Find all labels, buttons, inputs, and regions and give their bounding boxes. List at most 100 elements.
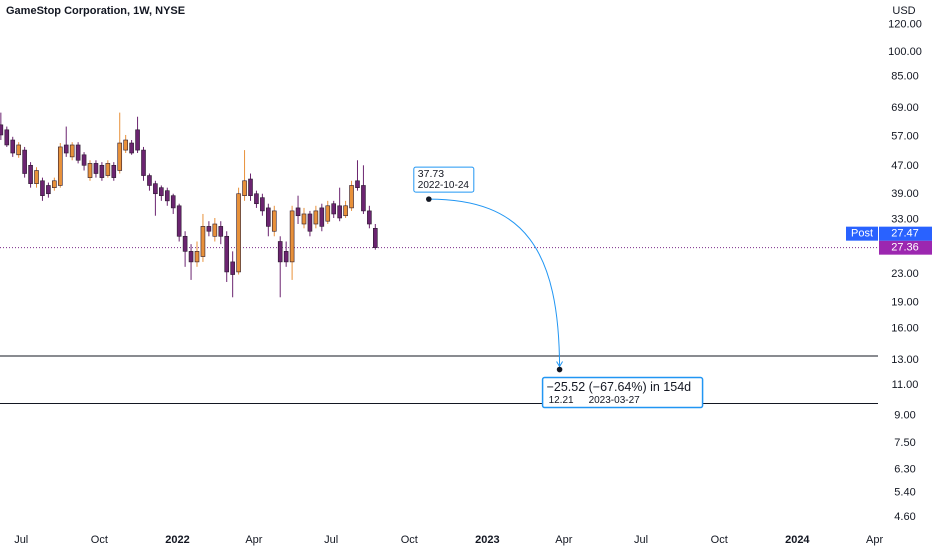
candle-body bbox=[63, 144, 69, 154]
candle-body bbox=[75, 144, 81, 161]
x-tick-label: Oct bbox=[91, 534, 108, 546]
candle-body bbox=[69, 144, 75, 158]
y-tick-label: 4.60 bbox=[894, 511, 915, 523]
start-label-box bbox=[413, 166, 475, 193]
candle-body bbox=[200, 226, 206, 257]
candle-body bbox=[93, 163, 99, 174]
candle-body bbox=[367, 210, 372, 225]
y-tick-label: 100.00 bbox=[888, 46, 922, 58]
candle-body bbox=[123, 139, 128, 151]
x-tick-label: Jul bbox=[324, 534, 338, 546]
y-tick-label: 5.40 bbox=[894, 487, 915, 499]
candle-body bbox=[266, 207, 271, 227]
candle-body bbox=[224, 235, 230, 273]
measure-change: −25.52 (−67.64%) in 154d bbox=[547, 380, 692, 394]
candle-body bbox=[164, 190, 170, 202]
candle-body bbox=[373, 228, 378, 248]
x-tick-label: Apr bbox=[555, 534, 572, 546]
candle-body bbox=[46, 185, 51, 195]
candle-body bbox=[22, 149, 27, 174]
plot-area bbox=[0, 112, 878, 405]
y-tick-label: 69.00 bbox=[891, 102, 919, 114]
candle-body bbox=[212, 223, 218, 237]
candle-body bbox=[34, 170, 39, 184]
x-tick-label: Jul bbox=[14, 534, 28, 546]
y-tick-label: 85.00 bbox=[891, 70, 919, 82]
candle-body bbox=[194, 251, 200, 263]
candle-body bbox=[248, 178, 253, 196]
measure-label-box bbox=[541, 376, 704, 409]
y-tick-label: 39.00 bbox=[891, 188, 919, 200]
candle-body bbox=[129, 142, 134, 154]
candle-body bbox=[40, 180, 45, 196]
y-tick-label: 7.50 bbox=[894, 437, 915, 449]
candle-body bbox=[331, 203, 337, 215]
candle-body bbox=[301, 213, 307, 225]
candle-body bbox=[105, 163, 111, 176]
y-tick-label: 6.30 bbox=[894, 463, 915, 475]
candle-body bbox=[319, 207, 325, 227]
candle-body bbox=[111, 164, 117, 178]
x-tick-label: 2024 bbox=[785, 534, 810, 546]
x-tick-label: 2022 bbox=[165, 534, 189, 546]
post-label: Post bbox=[851, 228, 873, 240]
candle-body bbox=[99, 164, 105, 178]
end-date: 2023-03-27 bbox=[589, 395, 641, 406]
candle-body bbox=[141, 149, 146, 176]
candle-body bbox=[135, 129, 140, 151]
candle-body bbox=[10, 139, 16, 154]
x-tick-label: Apr bbox=[245, 534, 262, 546]
chart-title: GameStop Corporation, 1W, NYSE bbox=[6, 5, 185, 17]
candle-body bbox=[0, 124, 4, 136]
candle-body bbox=[188, 251, 194, 263]
y-tick-label: 57.00 bbox=[891, 131, 919, 143]
candle-body bbox=[87, 163, 93, 178]
measure-arrow bbox=[556, 361, 564, 368]
candle-body bbox=[361, 185, 366, 212]
x-tick-label: Jul bbox=[634, 534, 648, 546]
x-tick-label: 2023 bbox=[475, 534, 499, 546]
y-tick-label: 11.00 bbox=[892, 379, 919, 391]
candle-body bbox=[355, 180, 360, 188]
candle-body bbox=[147, 175, 152, 186]
candle-body bbox=[277, 241, 283, 263]
candle-body bbox=[182, 235, 188, 252]
candle-body bbox=[218, 226, 224, 237]
candle-body bbox=[295, 207, 301, 217]
start-value: 37.73 bbox=[418, 168, 444, 180]
x-tick-label: Apr bbox=[866, 534, 883, 546]
candle-body bbox=[337, 205, 342, 219]
candle-body bbox=[16, 144, 21, 156]
measure-curve bbox=[428, 198, 561, 370]
candle-body bbox=[206, 226, 212, 232]
y-tick-label: 9.00 bbox=[894, 410, 915, 422]
x-tick-label: Oct bbox=[711, 534, 728, 546]
candle-body bbox=[57, 146, 63, 186]
candle-body bbox=[170, 195, 176, 209]
candle-body bbox=[230, 261, 235, 275]
candle-body bbox=[260, 197, 265, 212]
candle-body bbox=[117, 142, 123, 171]
end-value: 12.21 bbox=[549, 395, 574, 406]
post-price-tag bbox=[879, 226, 932, 241]
candle-body bbox=[307, 213, 313, 232]
currency-label: USD bbox=[892, 5, 915, 17]
candle-body bbox=[343, 205, 348, 217]
post-price-label: 27.47 bbox=[891, 228, 919, 240]
candle-body bbox=[28, 164, 33, 184]
y-tick-label: 23.00 bbox=[891, 268, 919, 280]
y-tick-label: 47.00 bbox=[891, 160, 919, 172]
candle-body bbox=[236, 193, 241, 273]
candle-body bbox=[289, 210, 295, 263]
candle-body bbox=[254, 193, 259, 205]
candle-body bbox=[325, 205, 331, 222]
candle-body bbox=[271, 210, 277, 232]
candle-body bbox=[4, 129, 10, 146]
last-price-tag bbox=[879, 240, 932, 255]
post-tag bbox=[846, 226, 878, 241]
y-tick-label: 33.00 bbox=[891, 213, 919, 225]
candle-body bbox=[153, 183, 158, 195]
candle-body bbox=[81, 154, 87, 166]
